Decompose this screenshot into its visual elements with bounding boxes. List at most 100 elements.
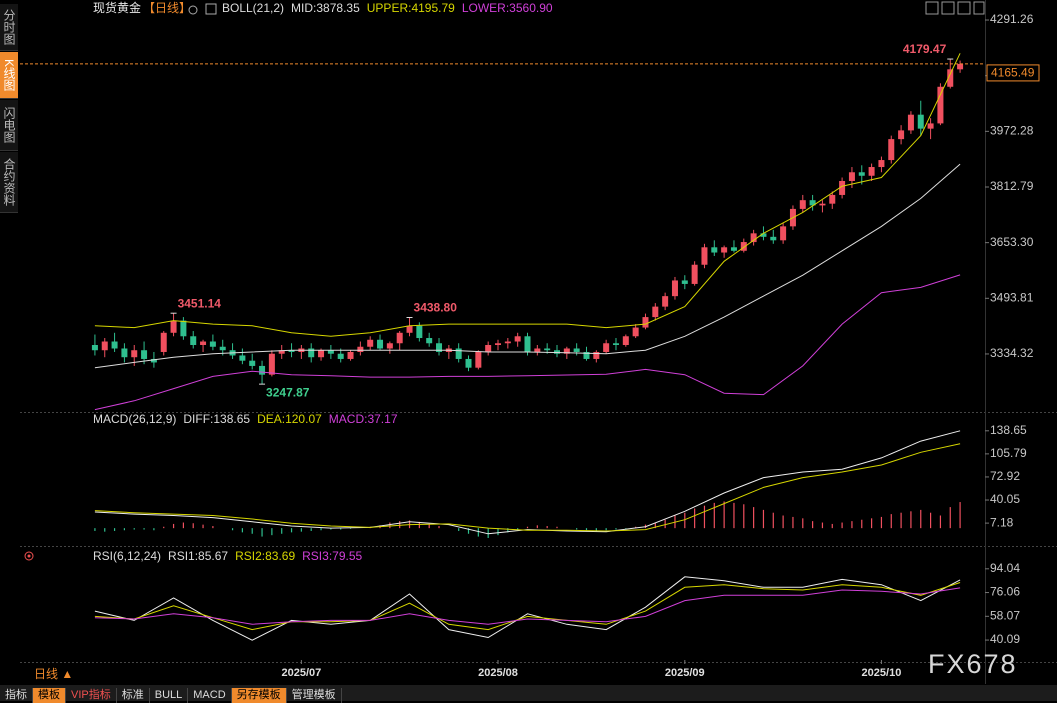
candle-body: [347, 351, 354, 359]
footer-bar: 指标 模板 VIP指标 标准 BULL MACD 另存模板 管理模板: [0, 685, 1057, 703]
candle-body: [721, 247, 728, 253]
candle-body: [711, 247, 718, 253]
rsi-icon-dot: [27, 554, 31, 558]
candle-body: [937, 86, 944, 124]
x-tick-label: 2025/10: [862, 667, 902, 679]
footer-tab[interactable]: BULL: [150, 688, 189, 703]
side-tab[interactable]: 闪电图: [0, 100, 18, 151]
legend-item: RSI(6,12,24): [93, 549, 161, 563]
candle-body: [190, 336, 197, 345]
y-tick-label: 7.18: [990, 515, 1014, 529]
candle-body: [829, 194, 836, 204]
x-tick-label: 2025/08: [478, 667, 518, 679]
candle-body: [514, 336, 521, 342]
candle-body: [111, 341, 118, 349]
y-tick-label: 58.07: [990, 608, 1020, 622]
candle-body: [662, 296, 669, 307]
candle-body: [573, 348, 580, 352]
extreme-label: 3438.80: [414, 301, 458, 315]
period-selector[interactable]: 日线 ▲: [34, 667, 73, 681]
candle-body: [386, 343, 393, 349]
candle-body: [357, 346, 364, 352]
y-tick-label: 105.79: [990, 446, 1027, 460]
candle-body: [799, 200, 806, 209]
candle-body: [671, 280, 678, 297]
candle-body: [612, 343, 619, 345]
footer-tab[interactable]: 模板: [33, 688, 66, 703]
legend-item: RSI2:83.69: [235, 549, 295, 563]
control-button[interactable]: [925, 1, 939, 15]
footer-tab[interactable]: 另存模板: [231, 688, 287, 703]
candle-body: [485, 345, 492, 352]
legend-item: BOLL(21,2): [222, 1, 284, 15]
rsi-icon: [24, 551, 34, 561]
candle-body: [160, 332, 167, 352]
side-tab-active[interactable]: K线图: [0, 52, 18, 99]
candle-body: [888, 139, 895, 161]
y-tick-label: 3972.28: [990, 124, 1034, 138]
candle-body: [396, 332, 403, 344]
candle-body: [91, 345, 98, 351]
side-tab[interactable]: 分时图: [0, 4, 18, 51]
candle-body: [308, 348, 315, 358]
candle-body: [730, 247, 737, 251]
candle-body: [327, 350, 334, 354]
candle-body: [249, 360, 256, 366]
footer-tab[interactable]: VIP指标: [66, 688, 117, 703]
candle-body: [917, 114, 924, 129]
watermark: FX678: [928, 649, 1018, 679]
y-tick-label: 3812.79: [990, 179, 1034, 193]
legend-item: DIFF:138.65: [183, 412, 250, 426]
indicator-line: [94, 430, 961, 535]
candle-body: [622, 336, 629, 345]
add-icon[interactable]: [188, 5, 198, 15]
y-tick-label: 138.65: [990, 423, 1027, 437]
candle-body: [278, 350, 285, 354]
candle-body: [406, 325, 413, 333]
footer-tab[interactable]: 标准: [117, 688, 150, 703]
candle-body: [170, 320, 177, 333]
indicator-line: [94, 587, 961, 625]
candle-body: [563, 348, 570, 354]
symbol: 现货黄金: [93, 0, 141, 15]
indicator-icon[interactable]: [205, 3, 217, 15]
side-tab[interactable]: 合约资料: [0, 152, 18, 213]
indicator-line: [94, 53, 961, 337]
candle-body: [465, 358, 472, 368]
y-tick-label: 3493.81: [990, 290, 1034, 304]
candle-body: [583, 351, 590, 359]
candle-body: [121, 348, 128, 358]
footer-tab[interactable]: 管理模板: [287, 688, 342, 703]
last-price-box: [986, 64, 1040, 82]
candle-body: [524, 336, 531, 352]
legend-item: MACD:37.17: [329, 412, 398, 426]
control-button[interactable]: [941, 1, 955, 15]
candle-body: [455, 348, 462, 359]
candle-body: [652, 306, 659, 318]
indicator-line: [94, 443, 961, 532]
candle-body: [180, 320, 187, 337]
candle-body: [268, 353, 275, 375]
extreme-label: 4179.47: [903, 42, 947, 56]
candle-body: [819, 203, 826, 206]
footer-tab[interactable]: 指标: [0, 688, 33, 703]
control-button[interactable]: [973, 1, 985, 15]
control-button[interactable]: [957, 1, 971, 15]
candle-body: [377, 339, 384, 349]
legend-item: RSI1:85.67: [168, 549, 228, 563]
candle-body: [141, 350, 148, 359]
candle-body: [770, 236, 777, 241]
footer-tab[interactable]: MACD: [188, 688, 232, 703]
candle-body: [957, 63, 964, 70]
candle-body: [209, 341, 216, 347]
y-tick-label: 72.92: [990, 469, 1020, 483]
candle-body: [495, 343, 502, 345]
y-tick-label: 40.05: [990, 492, 1020, 506]
candle-body: [436, 343, 443, 352]
candle-body: [131, 350, 138, 358]
candle-body: [740, 242, 747, 251]
candle-body: [839, 180, 846, 195]
candle-body: [691, 264, 698, 284]
